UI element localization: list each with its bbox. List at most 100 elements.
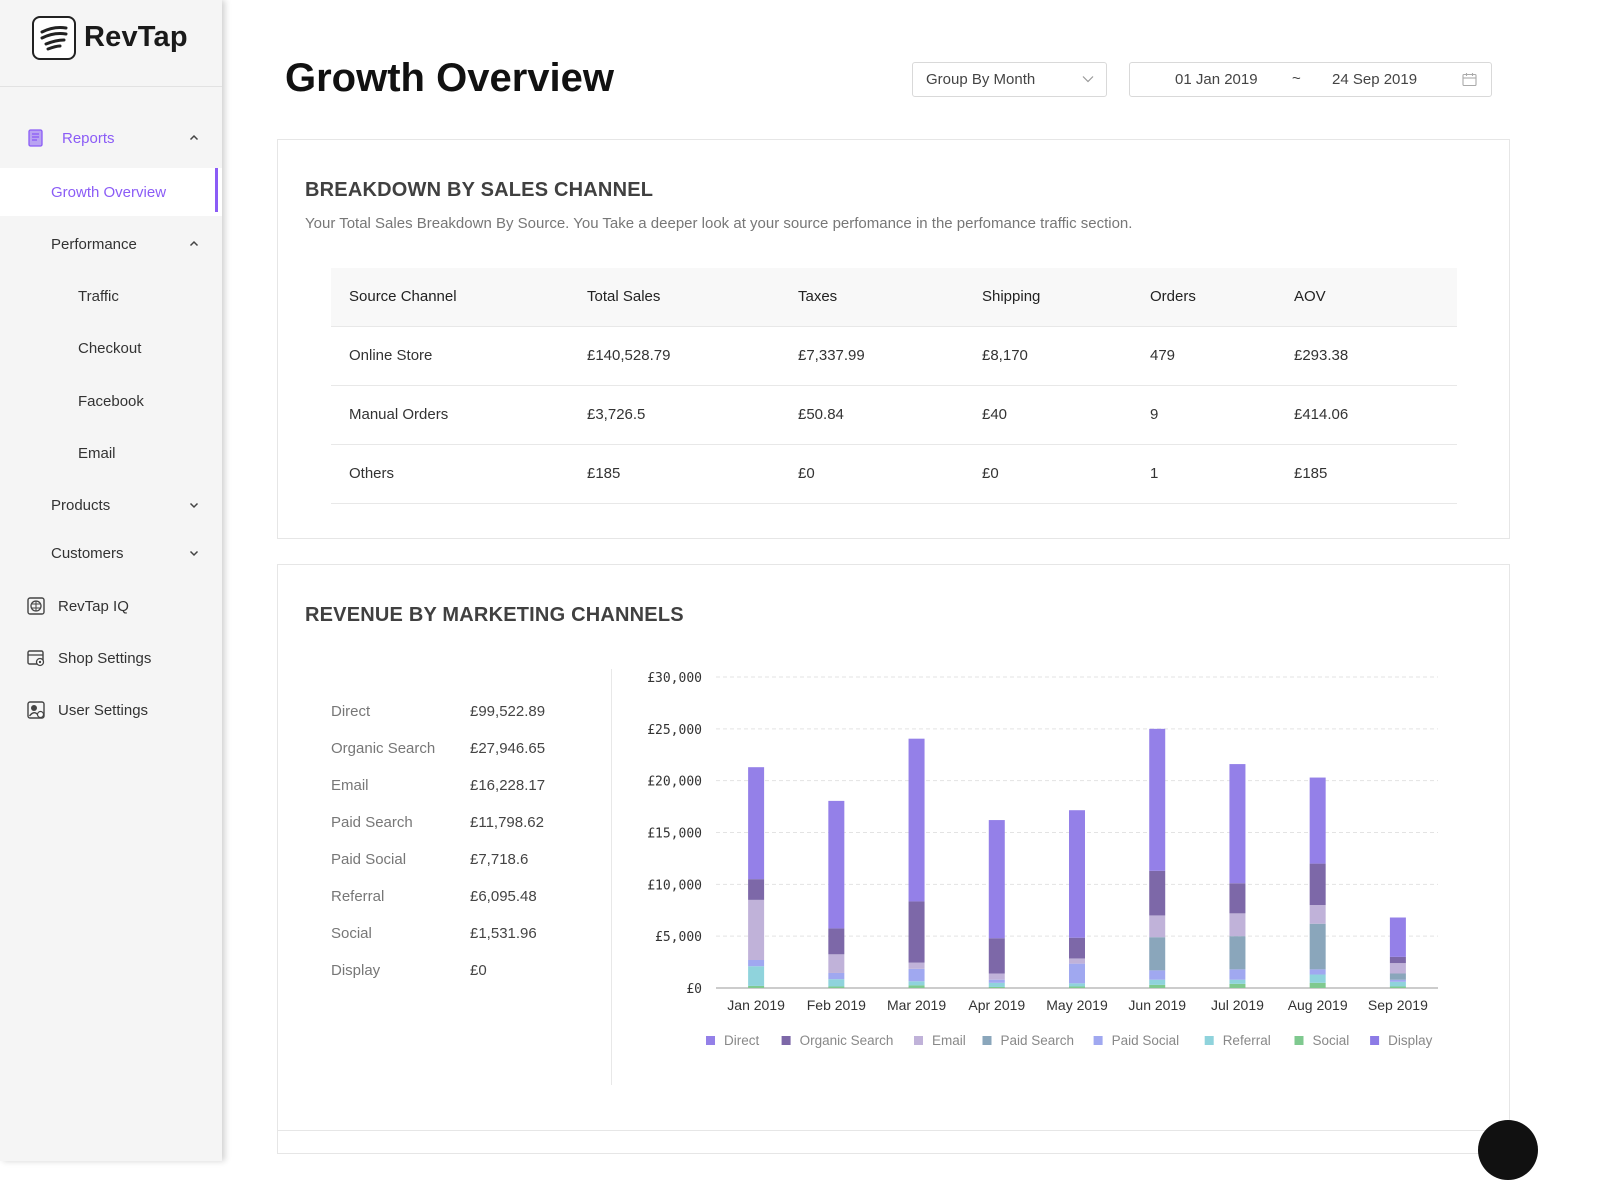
- bar-segment-paid-search: [1389, 973, 1406, 980]
- sidebar-item-customers-label: Customers: [51, 544, 124, 562]
- bar-segment-social: [748, 985, 765, 988]
- sidebar-item-checkout-label: Checkout: [78, 339, 142, 357]
- breakdown-subtitle: Your Total Sales Breakdown By Source. Yo…: [305, 215, 1133, 232]
- sidebar-item-growth-overview[interactable]: Growth Overview: [0, 168, 222, 216]
- legend-label: Display: [1388, 1033, 1433, 1048]
- bar-segment-organic-search: [1149, 870, 1166, 916]
- bar-segment-organic-search: [1389, 956, 1406, 964]
- sidebar-item-products[interactable]: Products: [0, 481, 222, 529]
- sidebar-item-user-settings[interactable]: User Settings: [0, 686, 222, 734]
- x-tick-label: Feb 2019: [807, 997, 866, 1013]
- sidebar-item-facebook-label: Facebook: [78, 392, 144, 410]
- logo[interactable]: RevTap: [32, 15, 188, 60]
- sidebar-item-reports-label: Reports: [62, 129, 115, 147]
- channel-name: Email: [331, 777, 369, 794]
- bar-segment-social: [988, 986, 1005, 988]
- bar-segment-direct: [1389, 917, 1406, 957]
- column-header[interactable]: Orders: [1150, 268, 1294, 327]
- sidebar: RevTap Reports Growth Overview Performan…: [0, 0, 222, 1161]
- x-tick-label: Apr 2019: [968, 997, 1025, 1013]
- table-cell: 1: [1150, 444, 1294, 504]
- legend-label: Social: [1313, 1033, 1350, 1048]
- bar-segment-referral: [828, 979, 845, 987]
- chevron-down-icon: [189, 502, 199, 509]
- channel-value: £0: [470, 962, 487, 979]
- bar-segment-social: [1309, 982, 1326, 988]
- column-header[interactable]: Taxes: [798, 268, 982, 327]
- sidebar-item-revtap-iq-label: RevTap IQ: [58, 597, 129, 615]
- date-range-picker[interactable]: 01 Jan 2019 ~ 24 Sep 2019: [1129, 62, 1492, 97]
- sidebar-item-revtap-iq[interactable]: RevTap IQ: [0, 582, 222, 630]
- bar-segment-email: [908, 962, 925, 969]
- bar-segment-organic-search: [908, 901, 925, 963]
- channel-name: Social: [331, 925, 372, 942]
- sidebar-item-performance[interactable]: Performance: [0, 220, 222, 268]
- bar-segment-paid-social: [988, 979, 1005, 983]
- logo-icon: [32, 15, 76, 60]
- sidebar-item-shop-settings[interactable]: Shop Settings: [0, 634, 222, 682]
- table-cell: £3,726.5: [587, 385, 798, 445]
- channel-name: Organic Search: [331, 740, 436, 757]
- bar-segment-referral: [988, 982, 1005, 987]
- group-by-select[interactable]: Group By Month: [912, 62, 1107, 97]
- legend-label: Paid Search: [1001, 1033, 1075, 1048]
- bar-segment-paid-social: [828, 972, 845, 980]
- column-header[interactable]: Source Channel: [331, 268, 587, 327]
- date-to[interactable]: 24 Sep 2019: [1332, 71, 1418, 88]
- page-title: Growth Overview: [285, 56, 614, 100]
- bar-segment-paid-social: [748, 960, 765, 967]
- sidebar-item-reports[interactable]: Reports: [0, 114, 222, 162]
- list-item: Paid Social £7,718.6: [331, 851, 591, 871]
- table-row: Manual Orders £3,726.5 £50.84 £40 9 £414…: [331, 385, 1457, 445]
- bar-segment-organic-search: [748, 879, 765, 900]
- y-tick-label: £10,000: [647, 878, 702, 893]
- bar-segment-social: [1149, 984, 1166, 988]
- date-from[interactable]: 01 Jan 2019: [1175, 71, 1258, 88]
- bar-segment-email: [748, 899, 765, 961]
- x-tick-label: Jun 2019: [1128, 997, 1186, 1013]
- sidebar-item-traffic[interactable]: Traffic: [0, 272, 222, 320]
- bar-segment-email: [1389, 963, 1406, 974]
- x-tick-label: Mar 2019: [887, 997, 946, 1013]
- sidebar-item-customers[interactable]: Customers: [0, 529, 222, 577]
- user-settings-icon: [27, 701, 45, 719]
- shop-settings-icon: [27, 650, 45, 667]
- bar-segment-organic-search: [1309, 863, 1326, 906]
- channel-name: Direct: [331, 703, 371, 720]
- legend-swatch: [1370, 1036, 1380, 1045]
- channel-value: £6,095.48: [470, 888, 537, 905]
- bar-segment-paid-search: [1149, 937, 1166, 971]
- y-tick-label: £30,000: [647, 671, 702, 686]
- sidebar-item-checkout[interactable]: Checkout: [0, 324, 222, 372]
- bar-segment-paid-social: [1069, 963, 1085, 984]
- bar-segment-email: [828, 954, 845, 973]
- column-header[interactable]: AOV: [1294, 268, 1457, 327]
- table-row: Online Store £140,528.79 £7,337.99 £8,17…: [331, 326, 1457, 386]
- legend-label: Direct: [724, 1033, 760, 1048]
- legend-swatch: [706, 1036, 715, 1045]
- bar-segment-social: [1389, 986, 1406, 988]
- bar-segment-social: [1069, 986, 1085, 988]
- y-tick-label: £5,000: [655, 930, 702, 945]
- column-header[interactable]: Total Sales: [587, 268, 798, 327]
- revenue-card: REVENUE BY MARKETING CHANNELS Direct £99…: [277, 564, 1510, 1154]
- table-cell: £7,337.99: [798, 326, 982, 386]
- legend-label: Referral: [1223, 1033, 1271, 1048]
- bar-segment-referral: [1309, 974, 1326, 983]
- chat-button[interactable]: [1478, 1120, 1538, 1180]
- bar-segment-referral: [1389, 981, 1406, 987]
- table-cell: 479: [1150, 326, 1294, 386]
- bar-segment-paid-social: [1389, 979, 1406, 982]
- chevron-up-icon: [189, 240, 199, 247]
- sales-channel-table: Source Channel Total Sales Taxes Shippin…: [331, 268, 1457, 504]
- legend-label: Organic Search: [800, 1033, 894, 1048]
- bar-segment-paid-social: [908, 968, 925, 982]
- reports-icon: [28, 129, 43, 147]
- column-header[interactable]: Shipping: [982, 268, 1150, 327]
- bar-segment-direct: [828, 800, 845, 929]
- sidebar-item-email[interactable]: Email: [0, 429, 222, 477]
- x-tick-label: Jan 2019: [727, 997, 785, 1013]
- revenue-stacked-bar-chart[interactable]: £0 £5,000 £10,000 £15,000 £20,000 £25,000 £30,…: [618, 665, 1498, 1125]
- main-content: Growth Overview Group By Month 01 Jan 20…: [222, 0, 1600, 1180]
- sidebar-item-facebook[interactable]: Facebook: [0, 377, 222, 425]
